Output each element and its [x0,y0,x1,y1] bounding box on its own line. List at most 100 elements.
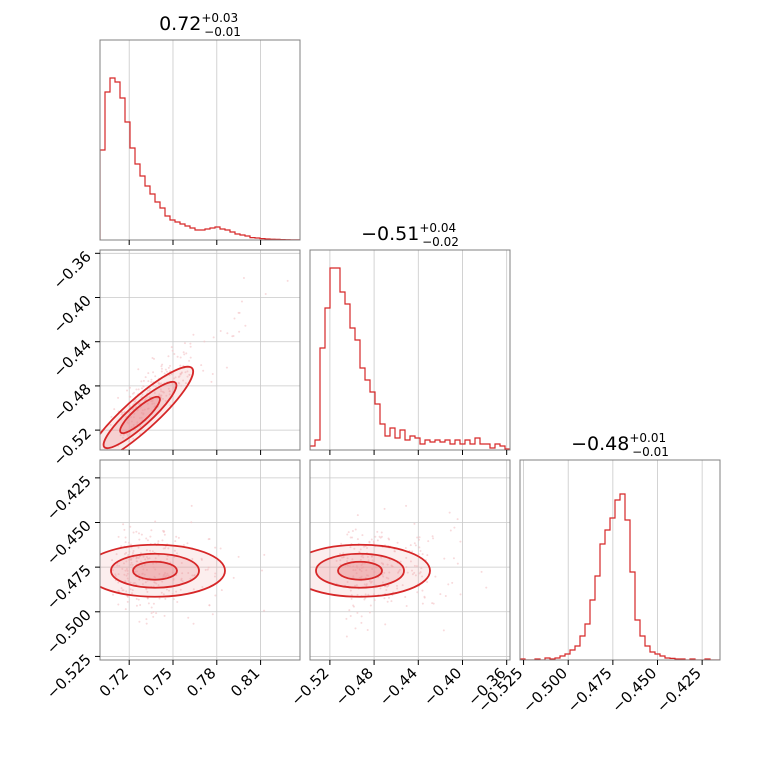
sample-point [355,584,358,587]
sample-point [413,542,416,545]
sample-point [360,621,363,624]
sample-point [368,580,371,583]
sample-point [137,388,140,391]
contour-level-2 [102,380,178,450]
sample-point [420,567,423,570]
sample-point [172,598,175,601]
sample-point [133,581,136,584]
sample-point [117,603,120,606]
sample-point [177,381,180,384]
title-param-2: −0.51+0.04 −0.02 [361,221,459,249]
sample-point [390,600,393,603]
sample-point [127,554,130,557]
sample-point [359,558,362,561]
sample-point [191,558,194,561]
sample-point [175,535,178,538]
sample-point [363,545,366,548]
sample-point [345,617,348,620]
sample-point [138,538,141,541]
sample-point [356,593,359,596]
sample-point [355,572,358,575]
sample-point [382,575,385,578]
sample-point [405,566,408,569]
y-tick-label-3: −0.425 [43,472,95,524]
sample-point [456,562,459,565]
sample-point [162,391,165,394]
sample-point [351,529,354,532]
sample-point [138,573,141,576]
sample-point [346,557,349,560]
sample-point [213,575,216,578]
sample-point [192,333,195,336]
sample-point [212,336,215,339]
sample-point [416,591,419,594]
sample-point [169,364,172,367]
panel-frame [519,459,721,661]
y-tick-label-2: −0.36 [50,247,95,292]
sample-point [140,387,143,390]
sample-point [338,552,341,555]
sample-point [380,531,383,534]
sample-point [452,557,455,560]
sample-point [132,416,135,419]
sample-point [396,587,399,590]
sample-point [381,581,384,584]
sample-point [405,556,408,559]
sample-point [114,574,117,577]
sample-point [135,560,138,563]
sample-point [164,399,167,402]
panel-bg [100,460,300,660]
sample-point [388,558,391,561]
sample-point [162,529,165,532]
sample-point [179,356,182,359]
contour-level-3 [132,560,178,581]
sample-point [153,575,156,578]
sample-point [187,616,190,619]
sample-point [151,357,154,360]
sample-point [185,352,188,355]
sample-point [191,574,194,577]
sample-point [362,556,365,559]
sample-point [164,575,167,578]
panel-bg [100,40,300,240]
sample-point [387,596,390,599]
sample-point [148,557,151,560]
x-tick-label-3: −0.500 [519,664,571,716]
sample-point [401,584,404,587]
sample-point [163,372,166,375]
sample-point [165,394,168,397]
sample-point [414,574,417,577]
sample-point [172,377,175,380]
sample-point [180,562,183,565]
sample-point [167,547,170,550]
sample-point [349,536,352,539]
sample-point [359,548,362,551]
sample-point [238,330,241,333]
sample-point [225,366,228,369]
sample-point [346,564,349,567]
sample-point [372,540,375,543]
sample-point [150,378,153,381]
sample-point [260,569,263,572]
x-tick-label-2: −0.52 [287,664,332,709]
sample-point [157,554,160,557]
sample-point [210,380,213,383]
sample-point [159,388,162,391]
sample-point [349,589,352,592]
sample-point [186,542,189,545]
sample-point [418,546,421,549]
sample-point [349,614,352,617]
sample-point [405,605,408,608]
scatter-21 [310,504,488,638]
sample-point [140,380,143,383]
sample-point [152,384,155,387]
sample-point [125,590,128,593]
sample-point [359,576,362,579]
sample-point [411,550,414,553]
sample-point [147,602,150,605]
sample-point [120,545,123,548]
sample-point [173,353,176,356]
x-tick-label-3: −0.425 [653,664,705,716]
sample-point [130,420,133,423]
sample-point [386,600,389,603]
